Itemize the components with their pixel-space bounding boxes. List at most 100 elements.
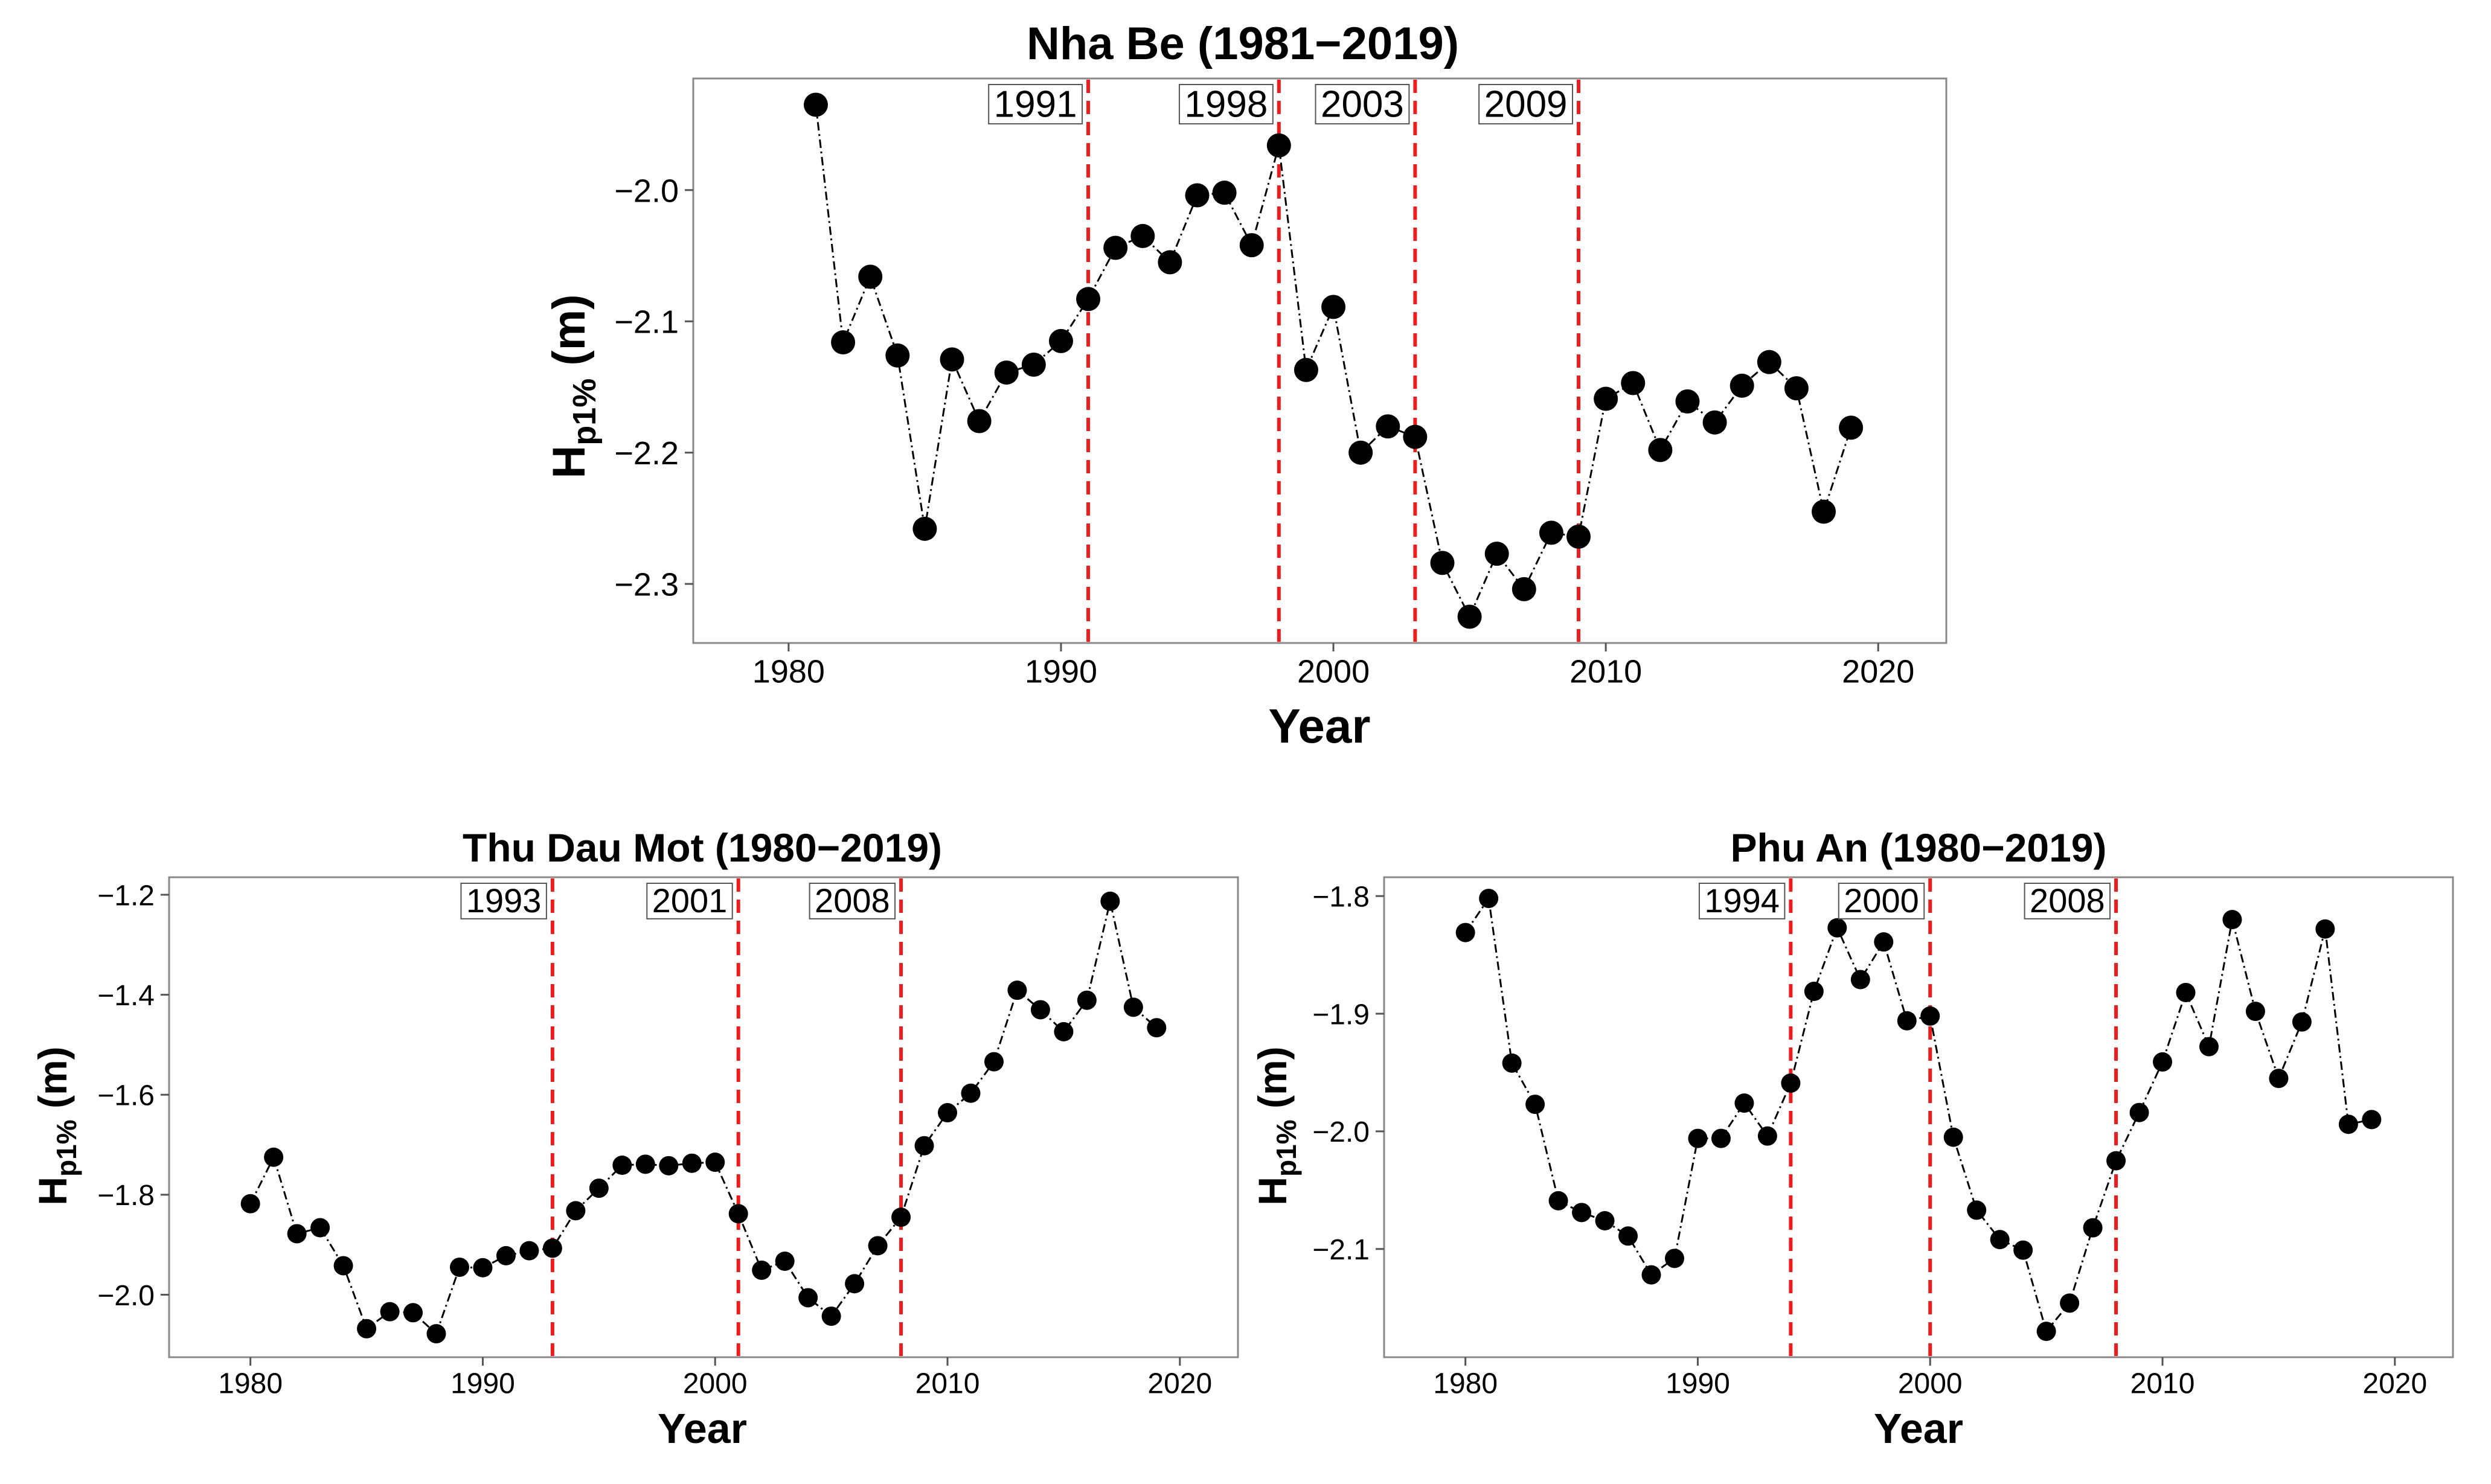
y-tick-label: −1.6: [97, 1080, 155, 1112]
data-point: [380, 1302, 400, 1322]
data-point: [1784, 376, 1809, 401]
chart-nha-be: Nha Be (1981−2019) Hp1% (m) Year 1980 199…: [543, 18, 1948, 753]
data-point: [659, 1156, 679, 1175]
breakpoint-label-box: [1315, 84, 1410, 125]
data-point: [2129, 1102, 2149, 1122]
data-point: [1512, 577, 1536, 601]
data-point: [1048, 328, 1073, 353]
chart-title: Nha Be (1981−2019): [1027, 18, 1459, 69]
breakpoint-label: 1998: [1184, 83, 1268, 125]
y-tick-label: −2.3: [614, 567, 679, 603]
data-point: [589, 1179, 609, 1198]
data-point: [1076, 287, 1101, 312]
data-point: [1990, 1230, 2010, 1250]
data-point: [1484, 542, 1509, 566]
data-point: [1403, 424, 1428, 449]
plot-area: 1980 1990 2000 2010 2020 −2.0 −1.8 −1.6 −1.4 −1.2…: [97, 876, 1239, 1400]
data-point: [1212, 181, 1237, 205]
data-point: [1030, 1000, 1050, 1020]
data-point: [1711, 1128, 1731, 1148]
data-point: [333, 1256, 353, 1276]
y-tick-label: −1.8: [97, 1180, 155, 1212]
x-tick-label: 1990: [1025, 653, 1097, 689]
breakpoint-label-box: [646, 883, 733, 920]
x-tick-label: 2020: [1842, 653, 1914, 689]
data-point: [1294, 357, 1318, 382]
data-point: [2269, 1069, 2289, 1089]
x-tick-label: 2000: [683, 1368, 748, 1400]
data-point: [1348, 440, 1373, 465]
data-point: [984, 1052, 1004, 1072]
data-point: [967, 409, 992, 433]
data-point: [891, 1207, 911, 1227]
data-point: [310, 1218, 330, 1238]
data-point: [2292, 1012, 2312, 1032]
x-axis-label: Year: [1268, 699, 1370, 753]
data-point: [1239, 233, 1264, 258]
data-point: [403, 1303, 423, 1323]
x-tick-label: 2010: [915, 1368, 980, 1400]
x-tick-label: 1980: [1433, 1368, 1498, 1400]
x-tick-label: 2010: [2130, 1368, 2195, 1400]
data-point: [1757, 350, 1781, 374]
data-point: [1525, 1095, 1545, 1115]
data-point: [2176, 982, 2196, 1002]
breakpoint-label: 2009: [1484, 83, 1568, 125]
breakpoint-label-box: [460, 883, 547, 920]
data-point: [1804, 982, 1824, 1002]
data-point: [938, 1103, 958, 1123]
plot-area: 1980 1990 2000 2010 2020 −2.3 −2.2 −2.1 −2.0 1991…: [614, 77, 1948, 689]
y-axis-label-subscript: p1%: [1271, 1119, 1302, 1177]
data-point: [1077, 990, 1097, 1010]
data-point: [682, 1153, 702, 1173]
data-point: [994, 360, 1019, 385]
breakpoint-label-box: [809, 883, 896, 920]
data-point: [566, 1201, 586, 1221]
data-point: [1595, 1211, 1615, 1230]
data-point: [914, 1136, 934, 1156]
data-point: [635, 1154, 655, 1174]
data-point: [1664, 1249, 1684, 1268]
data-point: [912, 516, 937, 541]
data-point: [1827, 918, 1847, 938]
x-tick-label: 2020: [2362, 1368, 2427, 1400]
breakpoint-label-box: [1178, 84, 1274, 125]
y-axis-label-unit: (m): [543, 294, 595, 378]
y-axis-label-subscript: p1%: [51, 1119, 82, 1177]
data-point: [752, 1260, 772, 1280]
data-point: [1007, 980, 1027, 1000]
data-point: [1812, 499, 1836, 524]
plot-frame: [1383, 876, 2454, 1358]
data-point: [357, 1319, 377, 1338]
data-point: [728, 1204, 748, 1224]
data-point: [264, 1147, 284, 1167]
data-point: [2153, 1052, 2173, 1072]
chart-phu-an: Phu An (1980−2019) Hp1% (m) Year 1980 199…: [1250, 825, 2454, 1452]
data-point: [1457, 604, 1482, 629]
data-point: [1147, 1018, 1167, 1038]
y-axis-label-main: H: [1250, 1177, 1295, 1206]
svg-text:Hp1% (m): Hp1% (m): [543, 294, 603, 478]
data-point: [1548, 1191, 1568, 1211]
data-point: [1967, 1200, 1987, 1220]
data-point: [1730, 373, 1754, 398]
data-point: [1123, 997, 1143, 1017]
y-axis-label: Hp1% (m): [543, 294, 603, 478]
series-line: [1464, 896, 2372, 1334]
data-point: [426, 1324, 446, 1344]
data-point: [858, 264, 883, 289]
data-point: [831, 330, 856, 355]
y-axis-label-unit: (m): [30, 1046, 75, 1119]
x-tick-label: 2000: [1898, 1368, 1963, 1400]
data-point: [1430, 551, 1455, 575]
x-tick-label: 1980: [752, 653, 825, 689]
chart-title: Thu Dau Mot (1980−2019): [463, 825, 942, 870]
data-point: [961, 1083, 981, 1103]
data-point: [1688, 1128, 1708, 1148]
x-tick-label: 2020: [1147, 1368, 1212, 1400]
data-point: [821, 1306, 841, 1326]
data-point: [775, 1252, 795, 1271]
data-point: [1839, 415, 1864, 440]
x-axis-label: Year: [658, 1405, 747, 1452]
data-point: [1734, 1093, 1754, 1113]
